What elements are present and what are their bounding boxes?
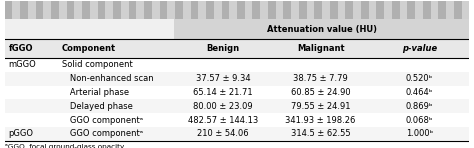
- Bar: [137, 1, 144, 19]
- Bar: [5, 113, 469, 127]
- Bar: [128, 1, 137, 19]
- Bar: [392, 1, 400, 19]
- Text: mGGO: mGGO: [9, 60, 36, 69]
- Bar: [400, 1, 407, 19]
- Bar: [36, 1, 44, 19]
- Bar: [98, 1, 105, 19]
- Bar: [245, 1, 253, 19]
- Text: p-value: p-value: [402, 44, 437, 53]
- Text: fGGO: fGGO: [9, 44, 33, 53]
- Bar: [113, 1, 121, 19]
- Bar: [330, 1, 337, 19]
- Text: 65.14 ± 21.71: 65.14 ± 21.71: [193, 88, 253, 97]
- Text: pGGO: pGGO: [9, 129, 34, 138]
- Text: Arterial phase: Arterial phase: [62, 88, 129, 97]
- Bar: [183, 1, 191, 19]
- Bar: [376, 1, 384, 19]
- Text: 482.57 ± 144.13: 482.57 ± 144.13: [188, 116, 258, 125]
- Text: GGO componentᵃ: GGO componentᵃ: [62, 129, 143, 138]
- Bar: [67, 1, 74, 19]
- Bar: [337, 1, 346, 19]
- Bar: [28, 1, 36, 19]
- Bar: [5, 58, 469, 72]
- Bar: [361, 1, 369, 19]
- Bar: [198, 1, 206, 19]
- Text: ᵃGGO, focal ground-glass opacity.: ᵃGGO, focal ground-glass opacity.: [5, 144, 125, 148]
- Bar: [152, 1, 160, 19]
- Bar: [5, 86, 469, 99]
- Bar: [12, 1, 20, 19]
- Text: Solid component: Solid component: [62, 60, 133, 69]
- Bar: [446, 1, 454, 19]
- Bar: [167, 1, 175, 19]
- Text: 210 ± 54.06: 210 ± 54.06: [197, 129, 249, 138]
- Bar: [214, 1, 221, 19]
- Bar: [462, 1, 469, 19]
- Bar: [353, 1, 361, 19]
- Text: 314.5 ± 62.55: 314.5 ± 62.55: [291, 129, 350, 138]
- Bar: [59, 1, 67, 19]
- Bar: [299, 1, 307, 19]
- Bar: [430, 1, 438, 19]
- Text: 341.93 ± 198.26: 341.93 ± 198.26: [285, 116, 356, 125]
- Bar: [407, 1, 415, 19]
- Text: 80.00 ± 23.09: 80.00 ± 23.09: [193, 102, 253, 111]
- Bar: [283, 1, 291, 19]
- Bar: [322, 1, 330, 19]
- Text: 0.520ᵇ: 0.520ᵇ: [406, 74, 433, 83]
- Bar: [5, 99, 469, 113]
- Bar: [44, 1, 51, 19]
- Bar: [423, 1, 430, 19]
- Text: Attenuation value (HU): Attenuation value (HU): [267, 25, 377, 34]
- Text: 38.75 ± 7.79: 38.75 ± 7.79: [293, 74, 348, 83]
- Text: 1.000ᵇ: 1.000ᵇ: [406, 129, 433, 138]
- Text: Delayed phase: Delayed phase: [62, 102, 133, 111]
- Bar: [5, 127, 469, 141]
- Bar: [260, 1, 268, 19]
- Bar: [268, 1, 276, 19]
- Bar: [221, 1, 229, 19]
- Bar: [74, 1, 82, 19]
- Bar: [454, 1, 462, 19]
- Bar: [384, 1, 392, 19]
- Bar: [415, 1, 423, 19]
- Bar: [105, 1, 113, 19]
- Text: Non-enhanced scan: Non-enhanced scan: [62, 74, 154, 83]
- Bar: [369, 1, 376, 19]
- Bar: [237, 1, 245, 19]
- Bar: [5, 1, 12, 19]
- Bar: [5, 39, 469, 58]
- Text: 0.464ᵇ: 0.464ᵇ: [406, 88, 433, 97]
- Bar: [20, 1, 28, 19]
- Bar: [229, 1, 237, 19]
- Bar: [253, 1, 260, 19]
- Bar: [314, 1, 322, 19]
- Text: 79.55 ± 24.91: 79.55 ± 24.91: [291, 102, 350, 111]
- Bar: [291, 1, 299, 19]
- Text: 60.85 ± 24.90: 60.85 ± 24.90: [291, 88, 350, 97]
- Text: GGO componentᵃ: GGO componentᵃ: [62, 116, 143, 125]
- Text: 0.869ᵇ: 0.869ᵇ: [406, 102, 433, 111]
- Bar: [307, 1, 314, 19]
- Bar: [51, 1, 59, 19]
- Bar: [276, 1, 283, 19]
- Bar: [206, 1, 214, 19]
- Bar: [82, 1, 90, 19]
- Bar: [5, 19, 174, 39]
- Bar: [5, 72, 469, 86]
- Bar: [346, 1, 353, 19]
- Bar: [175, 1, 183, 19]
- Bar: [438, 1, 446, 19]
- Bar: [160, 1, 167, 19]
- Text: 0.068ᵇ: 0.068ᵇ: [406, 116, 433, 125]
- Bar: [90, 1, 98, 19]
- Text: Component: Component: [62, 44, 116, 53]
- Bar: [174, 19, 469, 39]
- Text: Benign: Benign: [207, 44, 240, 53]
- Text: Malignant: Malignant: [297, 44, 345, 53]
- Bar: [191, 1, 198, 19]
- Bar: [121, 1, 128, 19]
- Bar: [144, 1, 152, 19]
- Text: 37.57 ± 9.34: 37.57 ± 9.34: [196, 74, 250, 83]
